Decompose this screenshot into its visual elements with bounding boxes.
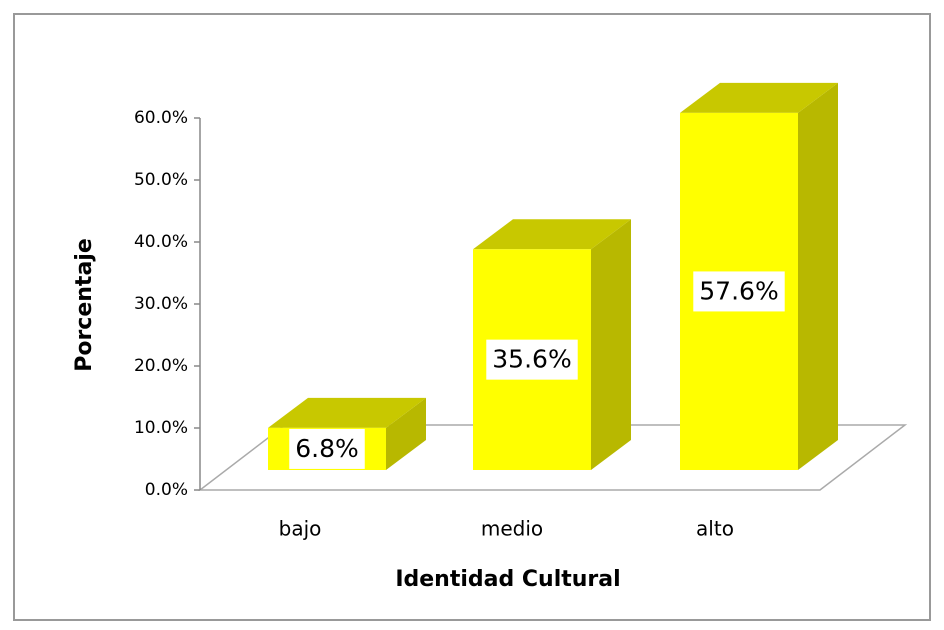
x-tick-label: medio [481, 517, 543, 541]
bar-top [268, 397, 426, 428]
data-label: 57.6% [699, 276, 778, 305]
floor [197, 424, 908, 491]
bar-top [680, 82, 838, 113]
bar-side [386, 397, 426, 470]
y-tick-label: 30.0% [134, 294, 188, 314]
y-tick-label: 50.0% [134, 170, 188, 190]
data-label-box [693, 271, 785, 312]
y-tick-label: 0.0% [145, 480, 188, 500]
bar-top [473, 219, 631, 250]
x-tick-label: bajo [279, 517, 322, 541]
data-label-box [486, 339, 578, 380]
bar-side [591, 219, 631, 470]
y-tick-label: 60.0% [134, 108, 188, 128]
data-label-box [289, 428, 365, 469]
x-axis-title: Identidad Cultural [395, 567, 620, 592]
data-label: 6.8% [295, 434, 359, 463]
y-tick-label: 40.0% [134, 232, 188, 252]
x-tick-label: alto [696, 517, 734, 541]
y-tick-label: 20.0% [134, 356, 188, 376]
bar-side [798, 82, 838, 470]
y-tick-label: 10.0% [134, 418, 188, 438]
y-axis-title: Porcentaje [72, 238, 97, 372]
data-label: 35.6% [492, 345, 571, 374]
